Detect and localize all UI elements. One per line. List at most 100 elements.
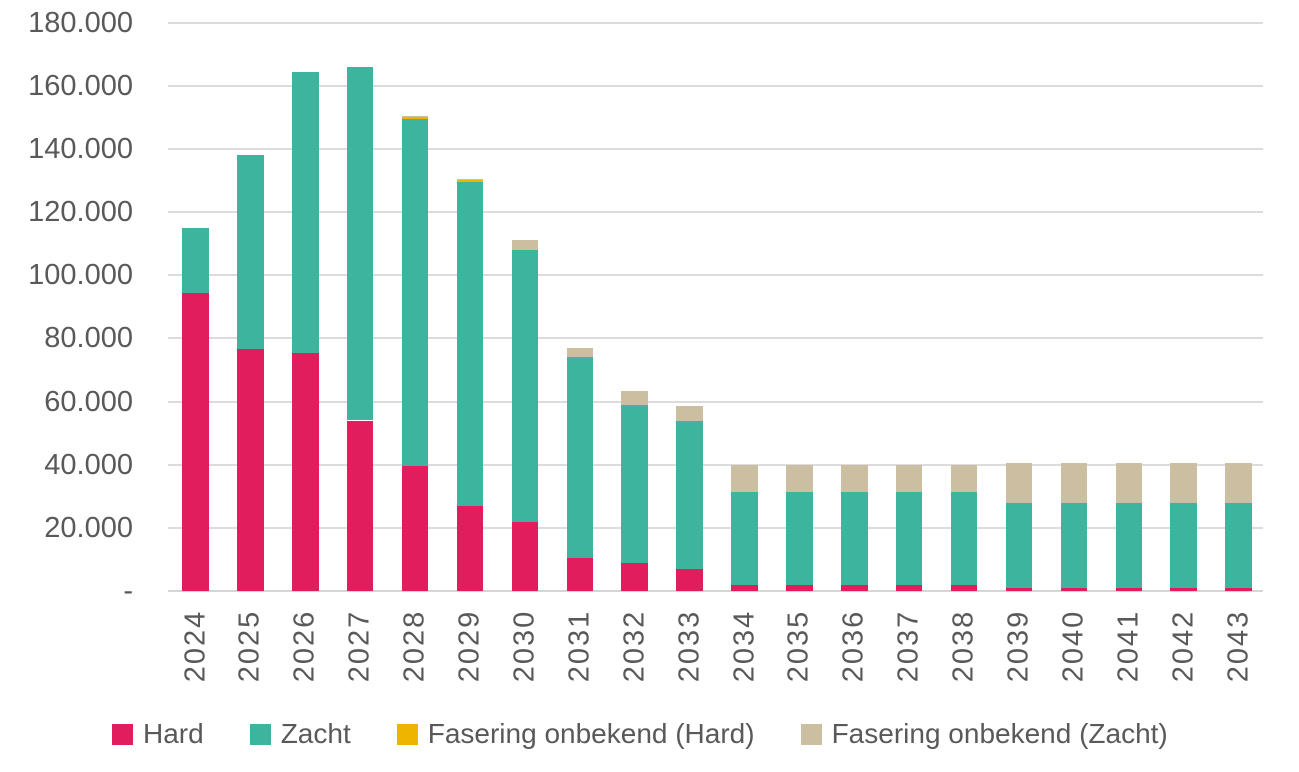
gridline xyxy=(168,463,1263,466)
bar-segment-hard-2036[interactable] xyxy=(841,584,868,591)
bar-segment-hard-2037[interactable] xyxy=(895,584,923,591)
bar-segment-fasering-onbekend-zacht-2035[interactable] xyxy=(786,464,813,492)
x-tick-label-2039: 2039 xyxy=(1002,609,1035,683)
bar-segment-fasering-onbekend-zacht-2038[interactable] xyxy=(950,464,978,492)
gridline xyxy=(168,337,1263,340)
bar-segment-fasering-onbekend-zacht-2033[interactable] xyxy=(676,406,703,421)
bar-segment-zacht-2025[interactable] xyxy=(237,155,264,350)
bar-segment-hard-2038[interactable] xyxy=(950,584,978,591)
x-tick-label-2025: 2025 xyxy=(233,609,266,683)
bar-segment-fasering-onbekend-zacht-2040[interactable] xyxy=(1060,463,1088,503)
bar-segment-hard-2029[interactable] xyxy=(456,505,484,591)
bar-segment-fasering-onbekend-zacht-2041[interactable] xyxy=(1115,463,1143,503)
x-tick-label-2029: 2029 xyxy=(453,609,486,683)
gridline xyxy=(168,274,1263,277)
gridline xyxy=(168,526,1263,529)
gridline xyxy=(168,147,1263,150)
x-tick-label-2043: 2043 xyxy=(1222,609,1255,683)
y-tick-label: 60.000 xyxy=(44,385,133,418)
gridline xyxy=(168,211,1263,214)
bar-segment-hard-2033[interactable] xyxy=(676,568,703,591)
x-tick-label-2030: 2030 xyxy=(508,609,541,683)
y-tick-label: 120.000 xyxy=(28,196,133,229)
bar-segment-fasering-onbekend-zacht-2037[interactable] xyxy=(895,464,923,492)
y-tick-label: 140.000 xyxy=(28,132,133,165)
legend-item-hard[interactable]: Hard xyxy=(112,718,204,750)
bar-segment-fasering-onbekend-zacht-2032[interactable] xyxy=(621,390,648,405)
legend-item-fasering-onbekend-zacht[interactable]: Fasering onbekend (Zacht) xyxy=(800,718,1168,750)
bar-segment-hard-2034[interactable] xyxy=(731,584,758,591)
bar-segment-fasering-onbekend-zacht-2029[interactable] xyxy=(456,178,484,180)
bar-segment-hard-2042[interactable] xyxy=(1170,587,1197,591)
x-tick-label-2038: 2038 xyxy=(947,609,980,683)
bar-segment-zacht-2026[interactable] xyxy=(292,71,319,353)
x-tick-label-2026: 2026 xyxy=(288,609,321,683)
legend-swatch-fasering-onbekend-zacht-icon xyxy=(800,723,822,745)
bar-segment-fasering-onbekend-hard-2029[interactable] xyxy=(456,179,484,183)
bar-segment-hard-2043[interactable] xyxy=(1225,587,1252,591)
legend-item-zacht[interactable]: Zacht xyxy=(249,718,351,750)
bar-segment-zacht-2027[interactable] xyxy=(346,66,374,421)
y-tick-label: 80.000 xyxy=(44,322,133,355)
gridline xyxy=(168,84,1263,87)
bar-segment-zacht-2032[interactable] xyxy=(621,404,648,563)
y-tick-label: 160.000 xyxy=(28,69,133,102)
legend-label-hard: Hard xyxy=(143,718,204,749)
y-tick-label: 20.000 xyxy=(44,511,133,544)
bar-segment-zacht-2034[interactable] xyxy=(731,491,758,585)
bar-segment-zacht-2043[interactable] xyxy=(1225,502,1252,588)
bar-segment-hard-2026[interactable] xyxy=(292,352,319,591)
bar-segment-fasering-onbekend-zacht-2031[interactable] xyxy=(566,347,594,358)
bar-segment-zacht-2030[interactable] xyxy=(511,250,539,522)
bar-segment-zacht-2042[interactable] xyxy=(1170,502,1197,588)
bar-segment-zacht-2037[interactable] xyxy=(895,491,923,585)
x-tick-label-2041: 2041 xyxy=(1112,609,1145,683)
bar-segment-fasering-onbekend-zacht-2039[interactable] xyxy=(1005,463,1033,503)
bar-segment-fasering-onbekend-zacht-2028[interactable] xyxy=(401,115,429,117)
bar-segment-zacht-2028[interactable] xyxy=(401,118,429,467)
bar-segment-zacht-2040[interactable] xyxy=(1060,502,1088,588)
bar-segment-zacht-2036[interactable] xyxy=(841,491,868,585)
bar-segment-hard-2027[interactable] xyxy=(346,420,374,591)
bar-segment-hard-2039[interactable] xyxy=(1005,587,1033,591)
y-tick-label: - xyxy=(123,575,133,607)
bar-segment-zacht-2038[interactable] xyxy=(950,491,978,585)
legend-swatch-hard-icon xyxy=(112,723,133,745)
bar-segment-zacht-2041[interactable] xyxy=(1115,502,1143,588)
bar-segment-zacht-2031[interactable] xyxy=(566,357,594,558)
bar-segment-hard-2028[interactable] xyxy=(401,466,429,591)
legend-label-fasering-onbekend-zacht: Fasering onbekend (Zacht) xyxy=(831,718,1168,749)
bar-segment-fasering-onbekend-zacht-2030[interactable] xyxy=(511,239,539,250)
x-axis-line xyxy=(168,590,1263,592)
bar-segment-hard-2032[interactable] xyxy=(621,562,648,591)
bar-segment-hard-2024[interactable] xyxy=(182,292,209,591)
bar-segment-hard-2030[interactable] xyxy=(511,521,539,591)
bar-segment-hard-2041[interactable] xyxy=(1115,587,1143,591)
legend-swatch-fasering-onbekend-hard-icon xyxy=(396,723,418,745)
x-tick-label-2031: 2031 xyxy=(563,609,596,683)
bar-segment-zacht-2039[interactable] xyxy=(1005,502,1033,588)
bar-segment-hard-2031[interactable] xyxy=(566,557,594,591)
x-tick-label-2024: 2024 xyxy=(179,609,211,683)
bar-segment-hard-2035[interactable] xyxy=(786,584,813,591)
bar-segment-fasering-onbekend-zacht-2036[interactable] xyxy=(841,464,868,492)
bar-segment-fasering-onbekend-hard-2028[interactable] xyxy=(401,116,429,119)
gridline xyxy=(168,400,1263,403)
bar-segment-zacht-2024[interactable] xyxy=(182,227,209,293)
x-tick-label-2034: 2034 xyxy=(728,609,760,683)
y-tick-label: 40.000 xyxy=(44,448,133,481)
bar-segment-hard-2040[interactable] xyxy=(1060,587,1088,591)
y-tick-label: 180.000 xyxy=(28,6,133,39)
bar-segment-fasering-onbekend-zacht-2034[interactable] xyxy=(731,464,758,492)
bar-segment-fasering-onbekend-zacht-2042[interactable] xyxy=(1170,463,1197,503)
y-tick-label: 100.000 xyxy=(28,259,133,292)
bar-segment-zacht-2029[interactable] xyxy=(456,182,484,506)
bar-segment-zacht-2035[interactable] xyxy=(786,491,813,585)
legend-item-fasering-onbekend-hard[interactable]: Fasering onbekend (Hard) xyxy=(396,718,755,750)
x-tick-label-2032: 2032 xyxy=(618,609,651,683)
bar-segment-hard-2025[interactable] xyxy=(237,349,264,591)
x-tick-label-2042: 2042 xyxy=(1167,609,1200,683)
legend-swatch-zacht-icon xyxy=(249,723,271,745)
bar-segment-fasering-onbekend-zacht-2043[interactable] xyxy=(1225,463,1252,503)
bar-segment-zacht-2033[interactable] xyxy=(676,420,703,569)
